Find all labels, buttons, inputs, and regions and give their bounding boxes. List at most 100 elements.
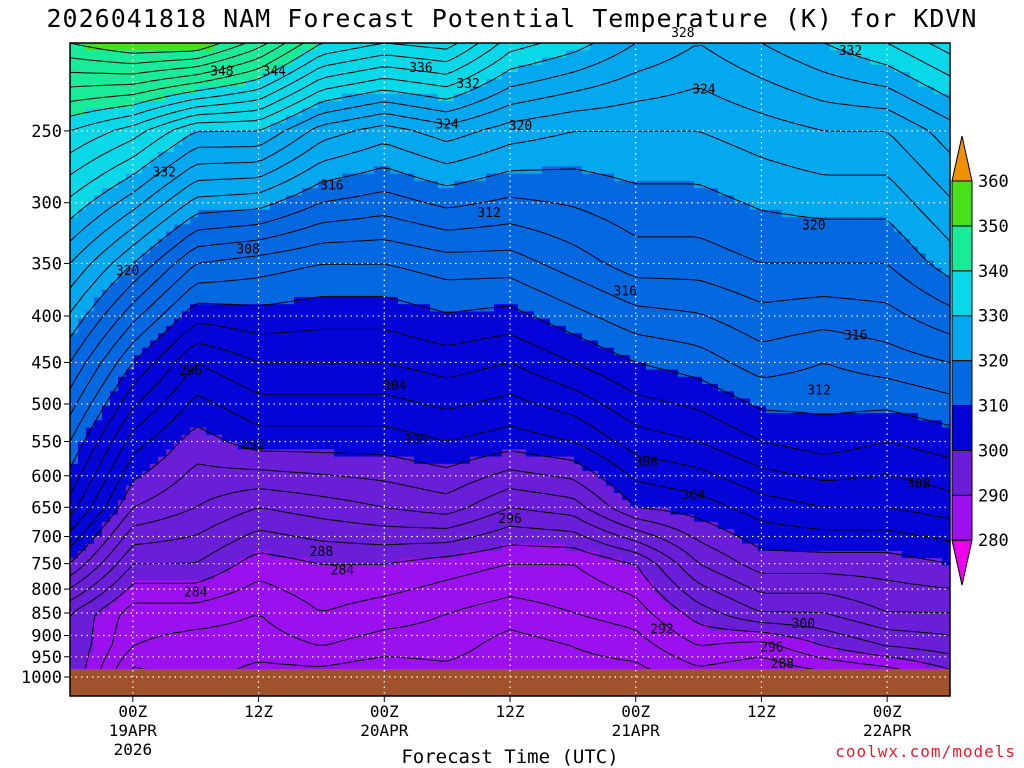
field-cell <box>462 333 471 342</box>
field-cell <box>566 151 575 160</box>
field-cell <box>110 151 119 160</box>
field-cell <box>902 340 911 349</box>
field-cell <box>310 144 319 153</box>
field-cell <box>150 122 159 131</box>
field-cell <box>566 101 575 109</box>
field-cell <box>334 340 343 349</box>
field-cell <box>742 224 751 233</box>
field-cell <box>830 296 839 305</box>
field-cell <box>334 151 343 160</box>
field-cell <box>214 209 223 218</box>
field-cell <box>822 180 831 189</box>
field-cell <box>182 159 191 167</box>
field-cell <box>214 64 223 73</box>
field-cell <box>566 246 575 255</box>
field-cell <box>934 289 943 298</box>
field-cell <box>654 130 663 138</box>
field-cell <box>358 188 367 196</box>
field-cell <box>502 238 511 247</box>
field-cell <box>334 115 343 124</box>
field-cell <box>862 137 871 146</box>
field-cell <box>142 267 151 276</box>
field-cell <box>190 238 199 247</box>
field-cell <box>278 173 287 182</box>
field-cell <box>502 72 511 80</box>
field-cell <box>734 217 743 225</box>
field-cell <box>374 224 383 233</box>
field-cell <box>854 188 863 196</box>
field-cell <box>630 217 639 225</box>
field-cell <box>206 282 215 291</box>
field-cell <box>774 289 783 298</box>
field-cell <box>846 72 855 80</box>
field-cell <box>278 151 287 160</box>
field-cell <box>534 362 543 371</box>
field-cell <box>558 195 567 204</box>
field-cell <box>294 282 303 291</box>
field-cell <box>350 202 359 211</box>
field-cell <box>670 260 679 269</box>
field-cell <box>254 289 263 298</box>
field-cell <box>126 253 135 262</box>
field-cell <box>822 224 831 233</box>
field-cell <box>542 188 551 196</box>
field-cell <box>334 318 343 327</box>
field-cell <box>774 362 783 371</box>
field-cell <box>150 369 159 378</box>
field-cell <box>862 130 871 138</box>
field-cell <box>222 209 231 218</box>
field-cell <box>454 340 463 349</box>
field-cell <box>886 304 895 313</box>
field-cell <box>382 224 391 233</box>
field-cell <box>438 151 447 160</box>
field-cell <box>238 72 247 80</box>
field-cell <box>550 72 559 80</box>
field-cell <box>86 50 95 59</box>
field-cell <box>854 296 863 305</box>
field-cell <box>438 304 447 313</box>
field-cell <box>158 159 167 167</box>
field-cell <box>870 282 879 291</box>
field-cell <box>862 224 871 233</box>
field-cell <box>726 43 735 51</box>
field-cell <box>846 151 855 160</box>
field-cell <box>310 188 319 196</box>
field-cell <box>926 43 935 51</box>
field-cell <box>742 362 751 371</box>
field-cell <box>286 311 295 320</box>
field-cell <box>94 231 103 240</box>
field-cell <box>806 217 815 225</box>
field-cell <box>270 282 279 291</box>
field-cell <box>406 79 415 88</box>
field-cell <box>102 202 111 211</box>
field-cell <box>126 275 135 284</box>
field-cell <box>278 188 287 196</box>
field-cell <box>918 72 927 80</box>
field-cell <box>262 369 271 378</box>
field-cell <box>790 166 799 175</box>
field-cell <box>510 188 519 196</box>
field-cell <box>902 217 911 225</box>
field-cell <box>334 137 343 146</box>
field-cell <box>814 296 823 305</box>
field-cell <box>734 275 743 284</box>
field-cell <box>502 202 511 211</box>
field-cell <box>798 253 807 262</box>
field-cell <box>246 130 255 138</box>
field-cell <box>742 304 751 313</box>
field-cell <box>446 115 455 124</box>
field-cell <box>726 347 735 356</box>
field-cell <box>774 93 783 102</box>
field-cell <box>70 246 79 255</box>
field-cell <box>286 318 295 327</box>
field-cell <box>878 159 887 167</box>
field-cell <box>750 296 759 305</box>
field-cell <box>110 108 119 117</box>
field-cell <box>278 267 287 276</box>
field-cell <box>662 188 671 196</box>
field-cell <box>742 311 751 320</box>
field-cell <box>590 354 599 363</box>
field-cell <box>518 296 527 305</box>
field-cell <box>918 296 927 305</box>
field-cell <box>854 231 863 240</box>
